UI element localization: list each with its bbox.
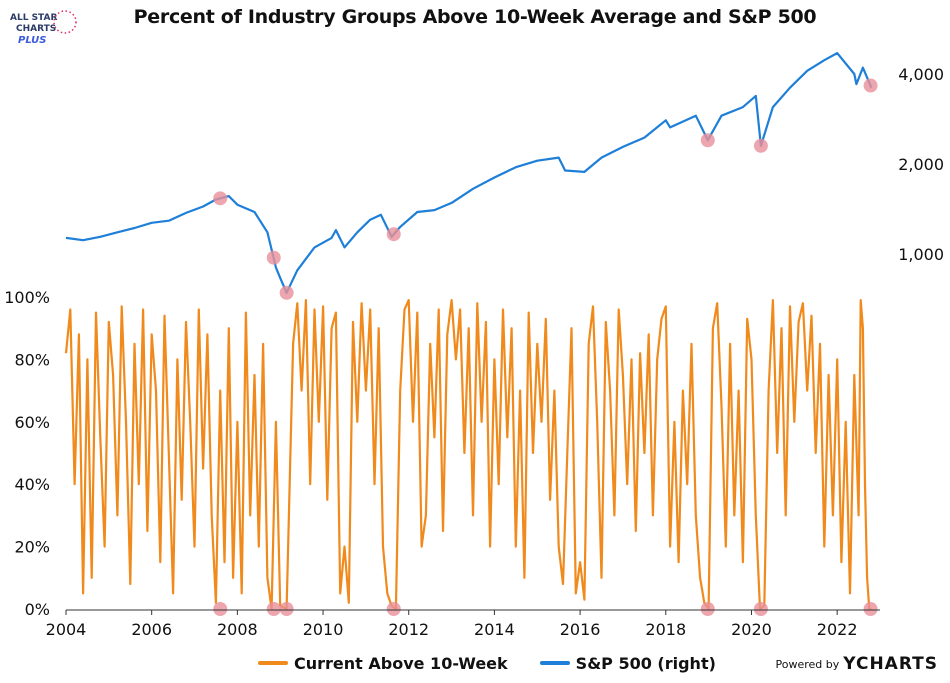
right-tick-label-1000: 1,000 xyxy=(898,245,944,264)
x-tick-label-2008: 2008 xyxy=(217,620,258,639)
pct-highlight-marker-2 xyxy=(279,602,294,616)
x-tick-label-2006: 2006 xyxy=(131,620,172,639)
powered-by: Powered by YCHARTS xyxy=(776,654,939,674)
x-tick-label-2012: 2012 xyxy=(388,620,429,639)
y-tick-label-0: 0% xyxy=(25,600,50,619)
all-star-charts-plus-logo: ALL STAR CHARTS PLUS xyxy=(8,8,80,48)
pct-series-line xyxy=(64,299,872,611)
x-tick-label-2018: 2018 xyxy=(645,620,686,639)
spx-highlight-marker-1 xyxy=(266,250,281,265)
pct-highlight-marker-4 xyxy=(700,602,715,616)
legend-item-spx: S&P 500 (right) xyxy=(539,653,716,673)
logo-line2: CHARTS xyxy=(16,24,56,34)
legend-label-spx: S&P 500 (right) xyxy=(575,653,716,673)
pct-highlight-marker-1 xyxy=(266,602,281,616)
y-tick-label-80: 80% xyxy=(14,350,50,369)
pct-highlight-marker-3 xyxy=(386,602,401,616)
spx-highlight-marker-4 xyxy=(700,133,715,148)
right-tick-label-2000: 2,000 xyxy=(898,155,944,174)
legend-label-pct: Current Above 10-Week xyxy=(294,653,508,673)
y-tick-label-40: 40% xyxy=(14,475,50,494)
x-tick-label-2022: 2022 xyxy=(817,620,858,639)
y-tick-label-60: 60% xyxy=(14,413,50,432)
chart-title: Percent of Industry Groups Above 10-Week… xyxy=(133,6,817,28)
spx-highlight-marker-6 xyxy=(863,78,878,93)
pct-highlight-marker-6 xyxy=(863,602,878,616)
pct-highlight-marker-0 xyxy=(213,602,228,616)
x-tick-label-2020: 2020 xyxy=(731,620,772,639)
powered-by-label: Powered by xyxy=(775,657,840,671)
right-tick-label-4000: 4,000 xyxy=(898,65,944,84)
x-tick-label-2014: 2014 xyxy=(474,620,515,639)
spx-highlight-marker-0 xyxy=(213,191,228,206)
x-tick-label-2004: 2004 xyxy=(46,620,87,639)
legend-swatch-spx xyxy=(539,661,570,665)
x-tick-label-2010: 2010 xyxy=(303,620,344,639)
x-tick-label-2016: 2016 xyxy=(560,620,601,639)
spx-highlight-marker-3 xyxy=(386,227,401,242)
logo-line1: ALL STAR xyxy=(10,13,57,23)
ycharts-logo: YCHARTS xyxy=(843,654,938,674)
y-tick-label-100: 100% xyxy=(4,288,50,307)
spx-series-line xyxy=(65,52,873,294)
spx-highlight-marker-2 xyxy=(279,285,294,300)
y-tick-label-20: 20% xyxy=(14,538,50,557)
legend-item-pct: Current Above 10-Week xyxy=(258,654,508,673)
spx-highlight-marker-5 xyxy=(753,138,768,153)
chart-axes: 2004 2006 2008 2010 2012 2014 2016 2018 2020 2022… xyxy=(4,65,944,639)
chart-legend: Current Above 10-Week S&P 500 (right) xyxy=(258,652,716,674)
highlight-markers xyxy=(213,78,878,616)
pct-highlight-marker-5 xyxy=(753,602,768,616)
logo-line3: PLUS xyxy=(18,35,46,46)
logo-dotted-ring xyxy=(53,10,77,34)
pct-series-group xyxy=(64,299,872,611)
spx-series-group xyxy=(65,52,873,294)
logo-mark: ALL STAR CHARTS PLUS xyxy=(10,10,77,46)
legend-swatch-pct xyxy=(258,661,288,665)
